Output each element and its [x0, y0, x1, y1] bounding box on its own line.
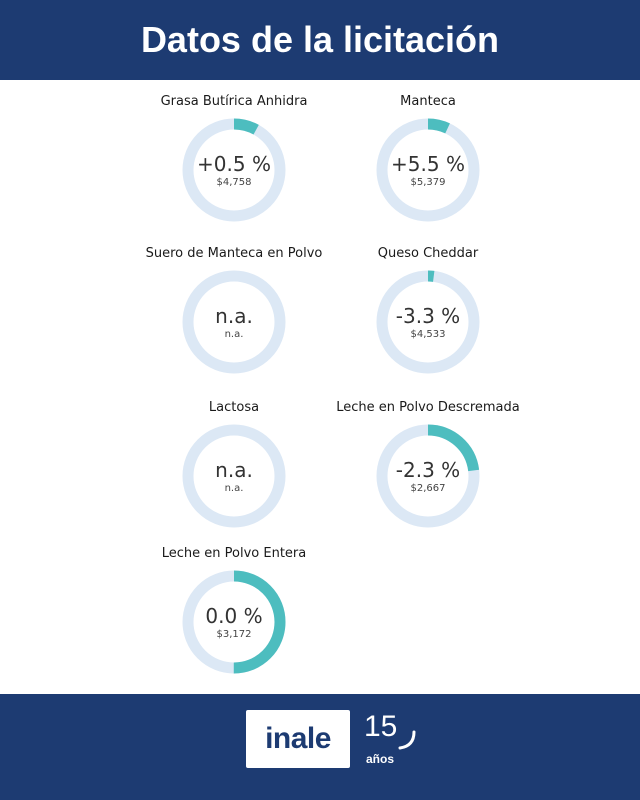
- product-card-suero: Suero de Manteca en Polvo n.a. n.a.: [134, 246, 334, 386]
- product-card-lactosa: Lactosa n.a. n.a.: [134, 400, 334, 540]
- product-name: Leche en Polvo Entera: [161, 546, 307, 561]
- product-name: Grasa Butírica Anhidra: [160, 94, 308, 109]
- price-change: n.a.: [215, 304, 253, 328]
- price-value: $4,533: [410, 329, 446, 340]
- anniversary-badge: 15 años: [362, 710, 432, 770]
- anniversary-number: 15: [364, 710, 398, 743]
- product-name: Queso Cheddar: [377, 246, 479, 261]
- product-name: Lactosa: [208, 400, 260, 415]
- product-card-grasa-butirica: Grasa Butírica Anhidra +0.5 % $4,758: [134, 94, 334, 234]
- inale-logo: inale: [246, 710, 350, 768]
- donut-chart: [182, 118, 286, 222]
- footer-bar: inale 15 años: [0, 694, 640, 800]
- price-value: n.a.: [224, 483, 244, 494]
- ring-fill: [376, 270, 480, 374]
- product-name: Suero de Manteca en Polvo: [145, 246, 323, 261]
- ring-track: [182, 270, 286, 374]
- donut-chart: [376, 270, 480, 374]
- smile-arc-icon: [398, 730, 416, 750]
- anniversary-word: años: [366, 752, 395, 766]
- ring-fill: [376, 424, 480, 528]
- donut-chart: [182, 270, 286, 374]
- price-change: 0.0 %: [205, 604, 263, 628]
- ring-track: [182, 424, 286, 528]
- ring-fill: [182, 118, 286, 222]
- price-value: $5,379: [410, 177, 446, 188]
- price-value: n.a.: [224, 329, 244, 340]
- price-change: +5.5 %: [391, 152, 465, 176]
- product-card-queso-cheddar: Queso Cheddar -3.3 % $4,533: [328, 246, 528, 386]
- product-name: Manteca: [400, 94, 456, 109]
- product-card-leche-descremada: Leche en Polvo Descremada -2.3 % $2,667: [328, 400, 528, 540]
- header-bar: Datos de la licitación: [0, 0, 640, 80]
- logo-text: inale: [265, 722, 331, 755]
- ring-fill: [182, 570, 286, 674]
- donut-chart: [182, 424, 286, 528]
- price-change: +0.5 %: [197, 152, 271, 176]
- price-value: $2,667: [410, 483, 446, 494]
- donut-chart: [376, 424, 480, 528]
- donut-chart: [182, 570, 286, 674]
- ring-fill: [376, 118, 480, 222]
- page-title: Datos de la licitación: [140, 19, 500, 60]
- product-name: Leche en Polvo Descremada: [336, 400, 520, 415]
- product-card-manteca: Manteca +5.5 % $5,379: [328, 94, 528, 234]
- donut-chart: [376, 118, 480, 222]
- price-change: -2.3 %: [395, 458, 461, 482]
- price-change: n.a.: [215, 458, 253, 482]
- price-value: $4,758: [216, 177, 252, 188]
- product-card-leche-entera: Leche en Polvo Entera 0.0 % $3,172: [134, 546, 334, 686]
- price-change: -3.3 %: [395, 304, 461, 328]
- price-value: $3,172: [216, 629, 252, 640]
